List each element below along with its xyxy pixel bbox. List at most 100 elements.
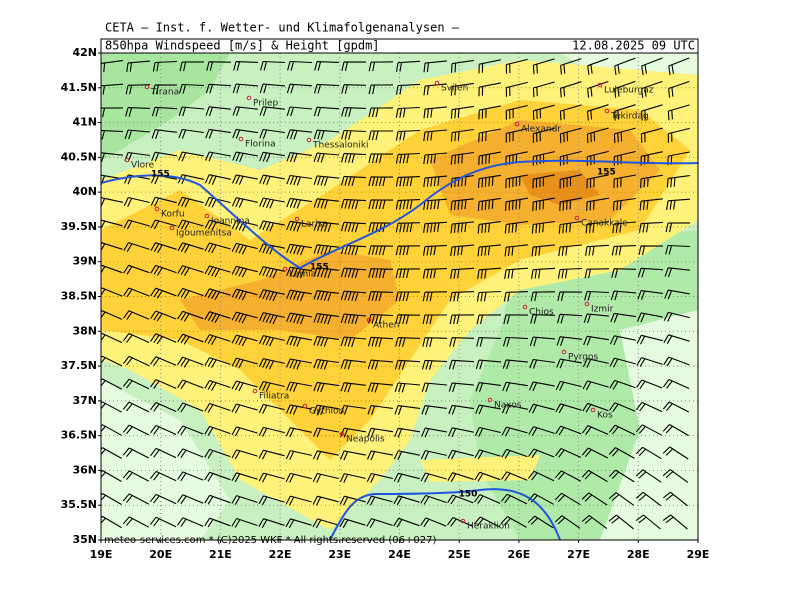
city-marker <box>238 136 244 142</box>
wind-barb <box>285 404 312 415</box>
wind-barb <box>286 266 312 279</box>
wind-barb <box>641 80 663 98</box>
wind-barb <box>393 517 420 528</box>
wind-barb <box>204 379 231 391</box>
wind-barb <box>312 450 339 461</box>
wind-barb <box>150 196 177 207</box>
wind-barb <box>420 472 447 483</box>
wind-barb <box>126 60 151 73</box>
wind-barb <box>663 356 690 367</box>
wind-barb <box>581 469 608 483</box>
wind-barb <box>559 174 582 189</box>
wind-barb <box>666 198 691 210</box>
wind-barb <box>340 336 367 347</box>
wind-barb <box>258 289 285 302</box>
wind-barb <box>395 337 421 347</box>
wind-barb <box>231 495 258 505</box>
wind-barb <box>368 84 394 95</box>
wind-barb <box>177 310 204 322</box>
lat-label: 39N <box>72 255 97 268</box>
wind-barb <box>611 245 637 256</box>
wind-barb <box>313 381 339 393</box>
wind-barb <box>205 106 231 117</box>
wind-barb <box>662 491 688 507</box>
wind-barb <box>150 242 177 254</box>
wind-barb <box>258 358 285 370</box>
wind-barb <box>258 266 285 279</box>
wind-barb <box>151 129 177 139</box>
wind-barbs <box>101 57 691 530</box>
wind-barb <box>231 403 258 414</box>
city-name: Vlore <box>131 161 155 171</box>
wind-barb <box>368 245 394 256</box>
wind-barb <box>423 198 448 210</box>
wind-barb <box>204 448 231 459</box>
wind-barb <box>340 382 366 393</box>
wind-barb <box>663 334 690 345</box>
city-marker <box>246 95 252 101</box>
wind-barb <box>557 291 583 302</box>
lat-label: 41.5N <box>61 81 97 94</box>
wind-barb <box>123 242 150 252</box>
wind-barb <box>478 82 501 97</box>
city-name: Izmir <box>591 305 614 315</box>
wind-barb <box>473 516 501 528</box>
wind-barb <box>555 403 582 414</box>
wind-barb <box>666 175 690 188</box>
city-marker <box>302 403 308 409</box>
wind-barb <box>421 405 447 415</box>
wind-barb <box>394 405 420 415</box>
wind-barb <box>178 128 204 139</box>
wind-barb <box>204 494 231 505</box>
wind-barb <box>122 470 150 482</box>
wind-barb <box>177 379 204 390</box>
wind-barb <box>640 127 663 144</box>
wind-barb <box>286 129 312 140</box>
wind-barb <box>313 313 339 325</box>
city-name: Athen <box>373 321 399 331</box>
lon-label: 21E <box>209 548 232 561</box>
wind-barb <box>475 404 501 415</box>
wind-barb <box>206 61 232 71</box>
wind-barb <box>258 220 285 232</box>
wind-barb <box>640 151 663 166</box>
wind-barb <box>423 129 448 142</box>
map-fields <box>101 53 698 540</box>
wind-barb <box>231 197 258 208</box>
wind-barb <box>609 357 636 368</box>
wind-barb <box>313 358 339 370</box>
wind-barb <box>231 472 258 483</box>
wind-barb <box>554 515 581 529</box>
wind-barb <box>152 60 178 72</box>
wind-barb <box>502 381 528 392</box>
wind-barb <box>586 197 609 212</box>
wind-barb <box>231 265 258 278</box>
wind-barb <box>582 358 609 368</box>
wind-barb <box>637 267 664 278</box>
wind-barb <box>474 426 501 437</box>
wind-barb <box>614 57 636 76</box>
wind-barb <box>532 174 555 189</box>
wind-barb <box>204 402 231 413</box>
lat-label: 40N <box>72 185 97 198</box>
wind-barb <box>558 220 582 234</box>
wind-barb <box>122 447 150 459</box>
wind-barb <box>286 83 313 94</box>
wind-barb <box>422 291 448 302</box>
wind-barb <box>557 267 583 279</box>
wind-barb <box>531 220 555 234</box>
lon-label: 19E <box>90 548 113 561</box>
wind-barb <box>502 359 528 370</box>
wind-barb <box>340 267 367 279</box>
wind-barb <box>122 516 149 528</box>
wind-barb <box>609 402 636 413</box>
city-name: Larisa <box>301 220 328 230</box>
city-name: Tekirdag <box>610 112 649 122</box>
wind-barb <box>531 267 556 279</box>
wind-barb <box>204 471 231 482</box>
wind-barb <box>258 472 285 483</box>
wind-barb <box>258 403 285 414</box>
wind-barb <box>339 518 366 529</box>
wind-barb <box>609 335 636 346</box>
city-marker <box>434 80 440 86</box>
